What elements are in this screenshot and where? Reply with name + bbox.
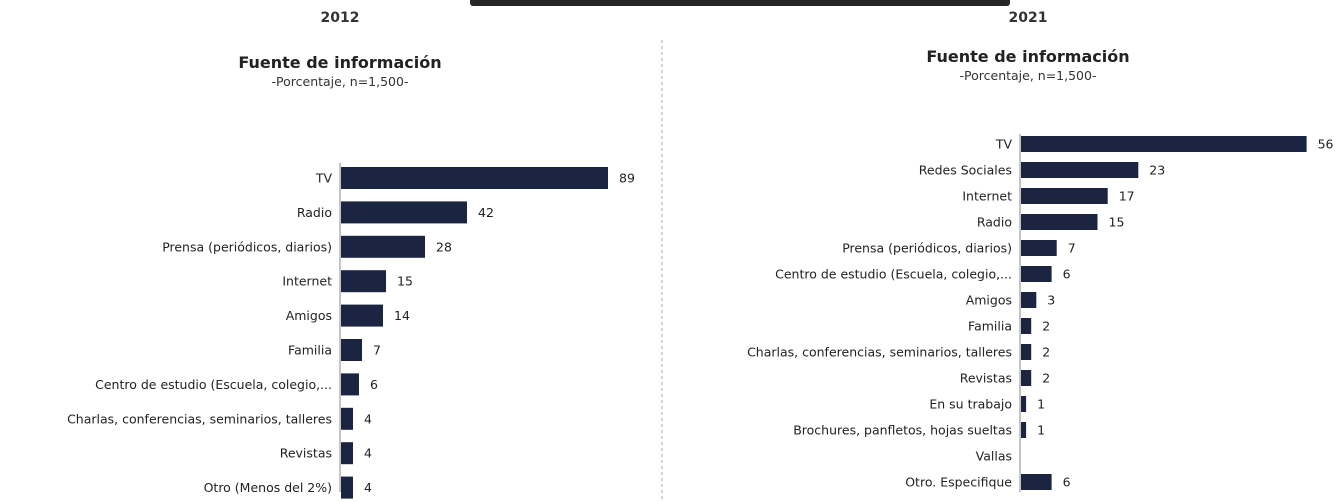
- panel-year-label: 2012: [321, 10, 360, 26]
- category-label: Familia: [288, 343, 332, 358]
- category-label: Revistas: [280, 446, 332, 461]
- category-label: Vallas: [976, 449, 1012, 464]
- value-label: 4: [364, 446, 372, 461]
- category-label: Charlas, conferencias, seminarios, talle…: [747, 345, 1012, 360]
- category-label: Brochures, panfletos, hojas sueltas: [793, 423, 1012, 438]
- bar: [341, 270, 386, 293]
- chart-title: Fuente de información: [926, 47, 1129, 66]
- bar: [1021, 136, 1307, 152]
- category-label: Radio: [977, 215, 1012, 230]
- bar: [1021, 396, 1027, 412]
- category-label: Otro. Especifique: [905, 475, 1012, 490]
- bar: [1021, 292, 1037, 308]
- category-label: Revistas: [960, 371, 1012, 386]
- category-label: TV: [315, 171, 333, 186]
- category-label: Otro (Menos del 2%): [204, 480, 332, 495]
- bar: [341, 235, 425, 258]
- value-label: 15: [397, 274, 413, 289]
- category-label: Redes Sociales: [919, 163, 1012, 178]
- value-label: 2: [1042, 371, 1050, 386]
- bar: [341, 339, 362, 361]
- value-label: 14: [394, 308, 410, 323]
- value-label: 7: [1068, 241, 1076, 256]
- value-label: 6: [370, 377, 378, 392]
- bar: [1021, 474, 1052, 490]
- category-label: Centro de estudio (Escuela, colegio,...: [775, 267, 1012, 282]
- cropped-title-strip: [470, 0, 1010, 6]
- chart-subtitle: -Porcentaje, n=1,500-: [960, 68, 1097, 83]
- value-label: 2: [1042, 345, 1050, 360]
- chart-title: Fuente de información: [238, 53, 441, 72]
- chart-panel-2012: 2012 Fuente de información -Porcentaje, n=…: [67, 10, 635, 499]
- bar: [1021, 240, 1057, 256]
- bar: [1021, 162, 1139, 178]
- value-label: 15: [1109, 215, 1125, 230]
- value-label: 2: [1042, 319, 1050, 334]
- value-label: 6: [1063, 475, 1071, 490]
- value-label: 4: [364, 411, 372, 426]
- value-label: 3: [1047, 293, 1055, 308]
- bar: [1021, 370, 1032, 386]
- bar: [1021, 214, 1098, 230]
- bar: [1021, 318, 1032, 334]
- bar: [1021, 344, 1032, 360]
- bar: [341, 167, 608, 189]
- bar: [341, 201, 467, 224]
- bar: [341, 442, 353, 465]
- category-label: Centro de estudio (Escuela, colegio,...: [95, 377, 332, 392]
- value-label: 1: [1037, 397, 1045, 412]
- chart-panel-2021: 2021 Fuente de información -Porcentaje, n=…: [747, 10, 1334, 492]
- value-label: 28: [436, 239, 452, 254]
- category-label: Familia: [968, 319, 1012, 334]
- bar: [341, 407, 353, 430]
- value-label: 17: [1119, 189, 1135, 204]
- chart-subtitle: -Porcentaje, n=1,500-: [272, 74, 409, 89]
- category-label: Charlas, conferencias, seminarios, talle…: [67, 411, 332, 426]
- bar: [1021, 422, 1027, 438]
- category-label: TV: [995, 137, 1013, 152]
- panel-year-label: 2021: [1009, 10, 1048, 26]
- category-label: Prensa (periódicos, diarios): [162, 239, 332, 254]
- category-label: En su trabajo: [929, 397, 1012, 412]
- category-label: Radio: [297, 205, 332, 220]
- category-label: Internet: [282, 274, 332, 289]
- value-label: 6: [1063, 267, 1071, 282]
- value-label: 89: [619, 171, 635, 186]
- category-label: Amigos: [966, 293, 1012, 308]
- value-label: 56: [1318, 137, 1334, 152]
- value-label: 42: [478, 205, 494, 220]
- value-label: 1: [1037, 423, 1045, 438]
- bar: [1021, 188, 1108, 204]
- bar: [1021, 266, 1052, 282]
- bar: [341, 373, 359, 396]
- bar: [341, 476, 353, 499]
- category-label: Internet: [962, 189, 1012, 204]
- value-label: 23: [1149, 163, 1165, 178]
- category-label: Prensa (periódicos, diarios): [842, 241, 1012, 256]
- value-label: 4: [364, 480, 372, 495]
- bar: [341, 304, 383, 327]
- value-label: 7: [373, 343, 381, 358]
- category-label: Amigos: [286, 308, 332, 323]
